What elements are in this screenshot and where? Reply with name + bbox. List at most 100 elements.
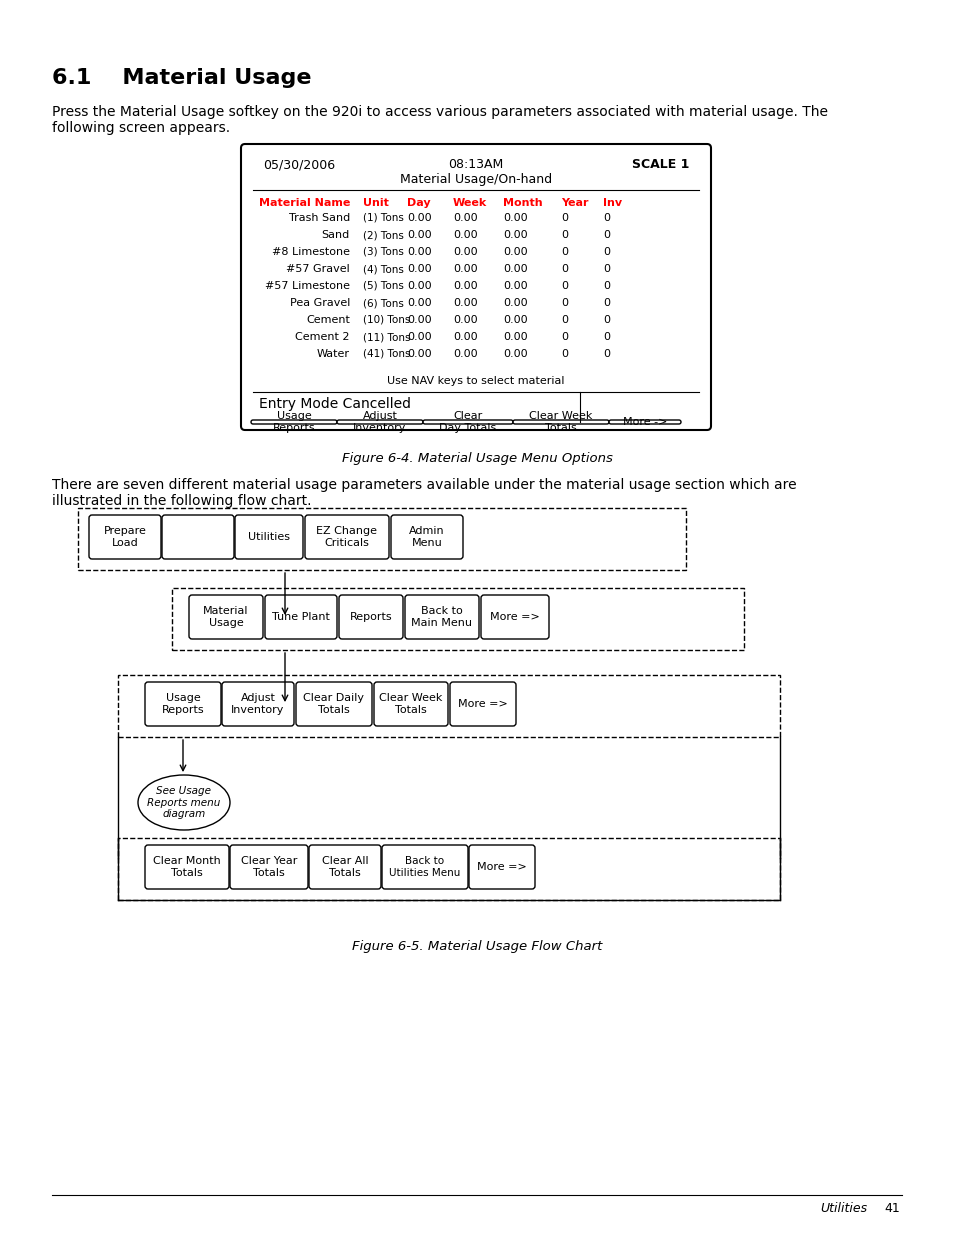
Bar [172,588,743,650]
Text: 0.00: 0.00 [502,298,527,308]
Text: 0: 0 [560,298,567,308]
Text: 0: 0 [560,247,567,257]
Text: Adjust
Inventory: Adjust Inventory [353,411,406,432]
Text: Sand: Sand [321,230,350,240]
Text: 0.00: 0.00 [407,230,431,240]
Text: 0: 0 [602,332,609,342]
FancyBboxPatch shape [381,845,468,889]
Text: 0: 0 [602,282,609,291]
Text: 0.00: 0.00 [453,247,477,257]
Text: (6) Tons: (6) Tons [363,298,403,308]
Bar [118,839,780,900]
Text: (11) Tons: (11) Tons [363,332,410,342]
FancyBboxPatch shape [162,515,233,559]
Text: 6.1    Material Usage: 6.1 Material Usage [52,68,312,88]
Text: 0.00: 0.00 [407,350,431,359]
Text: See Usage
Reports menu
diagram: See Usage Reports menu diagram [147,785,220,819]
Text: 0: 0 [602,230,609,240]
Text: More =>: More => [457,699,507,709]
Text: Reports: Reports [350,613,392,622]
FancyBboxPatch shape [469,845,535,889]
Text: 0: 0 [602,212,609,224]
Text: 0: 0 [560,350,567,359]
FancyBboxPatch shape [295,682,372,726]
Text: Use NAV keys to select material: Use NAV keys to select material [387,375,564,387]
FancyBboxPatch shape [422,420,513,424]
FancyBboxPatch shape [405,595,478,638]
FancyBboxPatch shape [230,845,308,889]
Text: 0: 0 [560,332,567,342]
Text: 08:13AM: 08:13AM [448,158,503,170]
FancyBboxPatch shape [222,682,294,726]
Text: Figure 6-4. Material Usage Menu Options: Figure 6-4. Material Usage Menu Options [341,452,612,466]
FancyBboxPatch shape [305,515,389,559]
Text: Cement 2: Cement 2 [295,332,350,342]
Text: Unit: Unit [363,198,389,207]
Text: Clear Week
Totals: Clear Week Totals [379,693,442,715]
Text: (5) Tons: (5) Tons [363,282,403,291]
Text: (41) Tons: (41) Tons [363,350,410,359]
FancyBboxPatch shape [513,420,608,424]
Text: Back to
Utilities Menu: Back to Utilities Menu [389,856,460,878]
Text: 0.00: 0.00 [453,264,477,274]
Text: 0: 0 [560,212,567,224]
Text: 0.00: 0.00 [502,350,527,359]
Text: Usage
Reports: Usage Reports [273,411,315,432]
Text: 0.00: 0.00 [453,315,477,325]
Text: 0.00: 0.00 [407,247,431,257]
Text: Figure 6-5. Material Usage Flow Chart: Figure 6-5. Material Usage Flow Chart [352,940,601,953]
Text: 41: 41 [883,1202,899,1215]
Text: Inv: Inv [602,198,621,207]
Text: Clear Year
Totals: Clear Year Totals [240,856,297,878]
Text: #57 Gravel: #57 Gravel [286,264,350,274]
Text: Admin
Menu: Admin Menu [409,526,444,548]
Text: 0.00: 0.00 [502,230,527,240]
Text: 0: 0 [560,230,567,240]
FancyBboxPatch shape [265,595,336,638]
Text: 0.00: 0.00 [407,212,431,224]
Text: 0.00: 0.00 [407,264,431,274]
Text: Cement: Cement [306,315,350,325]
Text: 05/30/2006: 05/30/2006 [263,158,335,170]
Text: 0: 0 [560,264,567,274]
Text: 0.00: 0.00 [453,230,477,240]
Text: Prepare
Load: Prepare Load [104,526,146,548]
FancyBboxPatch shape [89,515,161,559]
Text: More =>: More => [490,613,539,622]
Text: More ->: More -> [622,417,666,427]
Text: Utilities: Utilities [820,1202,866,1215]
FancyBboxPatch shape [241,144,710,430]
Text: (3) Tons: (3) Tons [363,247,403,257]
Text: More =>: More => [476,862,526,872]
Text: 0: 0 [602,247,609,257]
Text: Back to
Main Menu: Back to Main Menu [411,606,472,627]
FancyBboxPatch shape [189,595,263,638]
FancyBboxPatch shape [309,845,380,889]
Text: Week: Week [453,198,487,207]
Text: (2) Tons: (2) Tons [363,230,403,240]
Text: Press the Material Usage softkey on the 920i to access various parameters associ: Press the Material Usage softkey on the … [52,105,827,135]
Text: 0: 0 [602,298,609,308]
Text: Water: Water [316,350,350,359]
Text: (4) Tons: (4) Tons [363,264,403,274]
Text: Clear
Day Totals: Clear Day Totals [439,411,497,432]
Text: Clear Daily
Totals: Clear Daily Totals [303,693,364,715]
Text: Material Usage/On-hand: Material Usage/On-hand [399,173,552,186]
Bar [78,508,685,571]
FancyBboxPatch shape [145,682,221,726]
Text: 0.00: 0.00 [502,332,527,342]
Text: 0.00: 0.00 [453,298,477,308]
FancyBboxPatch shape [336,420,422,424]
Ellipse shape [138,776,230,830]
Text: 0.00: 0.00 [407,298,431,308]
Text: 0.00: 0.00 [502,264,527,274]
FancyBboxPatch shape [234,515,303,559]
Text: Tune Plant: Tune Plant [272,613,330,622]
Text: #8 Limestone: #8 Limestone [272,247,350,257]
Text: 0: 0 [602,264,609,274]
Text: Month: Month [502,198,542,207]
Text: Material
Usage: Material Usage [203,606,249,627]
FancyBboxPatch shape [374,682,448,726]
Text: Clear Month
Totals: Clear Month Totals [153,856,221,878]
FancyBboxPatch shape [608,420,680,424]
